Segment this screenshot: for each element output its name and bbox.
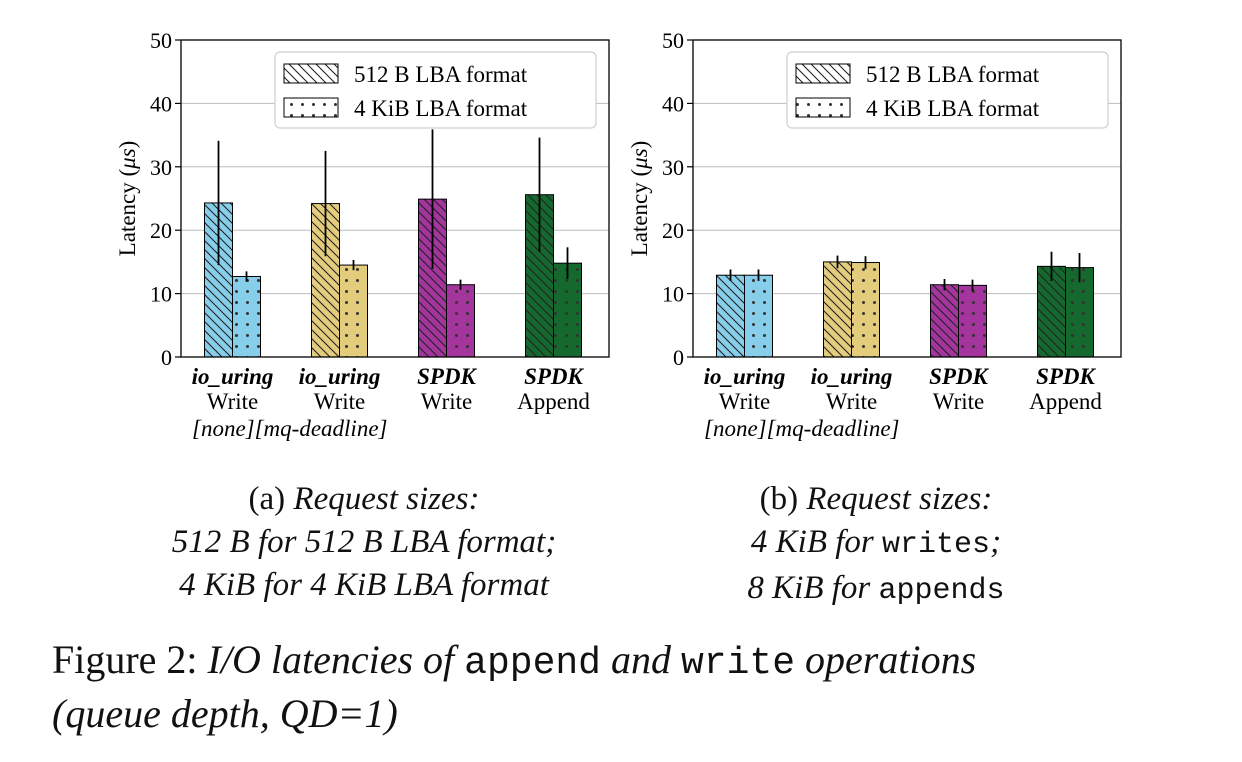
chart-a-x-tick-label: SPDK [524,364,584,389]
chart-a-legend-box [274,51,597,129]
chart-b-bar-pattern [958,284,987,358]
chart-b-x-tick-label-line2: Write [826,389,877,414]
chart-b-y-tick-label: 10 [662,282,684,307]
chart-a-y-tick-label: 30 [150,155,172,180]
chart-a-x-tick-label-line2: Write [314,389,365,414]
chart-a-y-tick-label: 10 [150,282,172,307]
figure-caption-part2: and [610,637,671,682]
figure-caption-label: Figure 2: [52,637,198,682]
figure-caption-code1: append [464,642,601,685]
subcaption-b: (b) Request sizes: 4 KiB for writes; 8 K… [596,478,1156,613]
chart-b-scheduler-note: [none][mq-deadline] [704,416,899,441]
chart-b-x-tick-label-line2: Append [1029,389,1102,414]
chart-a-legend-label: 512 B LBA format [354,62,528,87]
figure-caption-part1: I/O latencies of [207,637,455,682]
chart-b-x-tick-label-line2: Write [719,389,770,414]
chart-a-x-tick-label-line2: Append [517,389,590,414]
chart-b-y-tick-label: 30 [662,155,684,180]
chart-a-legend: 512 B LBA format 4 KiB LBA format [274,51,597,129]
chart-a-x-tick-label-line2: Write [207,389,258,414]
chart-a-y-tick-label: 0 [161,345,172,370]
chart-b-bar-pattern [930,284,959,358]
chart-a-x-tick-label: SPDK [417,364,477,389]
subcaption-b-line2-code: writes [882,528,991,562]
chart-b-y-tick-label: 40 [662,91,684,116]
chart-a-scheduler-note: [none][mq-deadline] [192,416,387,441]
chart-a-x-tick-label-line2: Write [421,389,472,414]
subcaption-b-title: Request sizes: [806,481,993,517]
chart-b-legend-swatch [795,97,851,118]
chart-b-y-axis-label: Latency (μs) [627,141,652,257]
chart-a-bar-pattern [339,264,368,358]
chart-a-bar-pattern [232,275,261,358]
subcaption-a-title: Request sizes: [293,481,480,517]
subcaption-b-line3-prefix: 8 KiB for [747,570,879,606]
chart-b-y-tick-label: 50 [662,28,684,53]
chart-b-legend-label: 512 B LBA format [866,62,1040,87]
chart-b-x-tick-label: SPDK [1036,364,1096,389]
chart-a-y-tick-label: 20 [150,218,172,243]
subcaption-a-line3: 4 KiB for 4 KiB LBA format [179,567,549,603]
chart-b-plot-frame [692,39,1122,358]
chart-b-legend: 512 B LBA format 4 KiB LBA format [786,51,1109,129]
subcaption-a: (a) Request sizes: 512 B for 512 B LBA f… [84,478,644,607]
chart-a-x-tick-label: io_uring [299,364,381,389]
chart-b-x-tick-label: io_uring [704,364,786,389]
chart-b-legend-swatch [795,63,851,84]
chart-b-legend-label: 4 KiB LBA format [866,96,1040,121]
chart-a-y-tick-label: 50 [150,28,172,53]
chart-b-x-tick-label: io_uring [811,364,893,389]
chart-a-y-axis-label: Latency (μs) [115,141,140,257]
subcaption-a-label: (a) [248,481,286,517]
chart-b-legend-box [786,51,1109,129]
chart-a-plot-frame [180,39,610,358]
chart-b-y-tick-label: 20 [662,218,684,243]
subcaption-b-line2-suffix: ; [990,524,1002,560]
chart-a-x-tick-label: io_uring [192,364,274,389]
subcaption-b-line3-code: appends [878,574,1005,608]
chart-a-legend-swatch [283,63,339,84]
chart-a-y-tick-label: 40 [150,91,172,116]
chart-b-bar-pattern [1065,267,1094,358]
chart-b-bar-pattern [716,274,745,358]
subcaption-b-line2-prefix: 4 KiB for [750,524,883,560]
figure-caption-code2: write [680,642,796,685]
chart-a-bar-pattern [446,284,475,358]
chart-b-bar-pattern [851,262,880,358]
chart-b-bar-pattern [744,274,773,358]
chart-a-legend-swatch [283,97,339,118]
figure-caption: Figure 2: I/O latencies of append and wr… [52,635,1212,739]
chart-a-legend-label: 4 KiB LBA format [354,96,528,121]
subcaption-b-label: (b) [759,481,799,517]
chart-b-bar-pattern [823,261,852,358]
chart-b-x-tick-label-line2: Write [933,389,984,414]
figure-caption-part3: operations [805,637,977,682]
subcaption-a-line2: 512 B for 512 B LBA format; [171,524,557,560]
chart-b-y-tick-label: 0 [673,345,684,370]
figure-caption-line2: (queue depth, QD=1) [52,691,398,736]
chart-b-x-tick-label: SPDK [929,364,989,389]
